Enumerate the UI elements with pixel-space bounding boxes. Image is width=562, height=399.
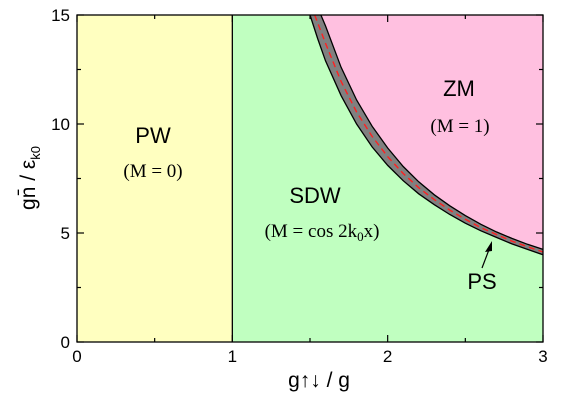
region-label-pw: PW <box>135 123 171 148</box>
region-zm <box>320 15 543 250</box>
boundary-ps-lower <box>309 14 544 256</box>
region-pw <box>77 15 233 342</box>
region-label-zm: ZM <box>443 76 475 101</box>
x-axis-label: g↑↓ / g <box>288 369 350 392</box>
x-tick-label: 3 <box>538 347 547 366</box>
region-condition-sdw: (M = cos 2k0x) <box>265 221 380 244</box>
ps-label: PS <box>467 269 496 294</box>
x-tick-label: 2 <box>383 347 392 366</box>
boundary-first-order-dashed <box>314 14 544 253</box>
ps-arrow-head <box>485 241 492 252</box>
y-tick-label: 10 <box>51 115 70 134</box>
y-axis-label: gn̄ / εk0 <box>17 146 43 210</box>
y-tick-label: 15 <box>51 6 70 25</box>
region-label-sdw: SDW <box>289 183 341 208</box>
x-tick-label: 1 <box>228 347 237 366</box>
boundary-ps-upper <box>320 14 544 251</box>
region-condition-pw: (M = 0) <box>123 161 182 182</box>
x-tick-label: 0 <box>72 347 81 366</box>
region-condition-zm: (M = 1) <box>430 116 489 137</box>
boundary-lines-layer <box>231 14 544 342</box>
ticks-layer: 0 1 2 3 0 5 10 15 <box>51 6 548 366</box>
y-tick-label: 0 <box>61 333 70 352</box>
regions-layer <box>77 15 544 342</box>
y-tick-label: 5 <box>61 224 70 243</box>
